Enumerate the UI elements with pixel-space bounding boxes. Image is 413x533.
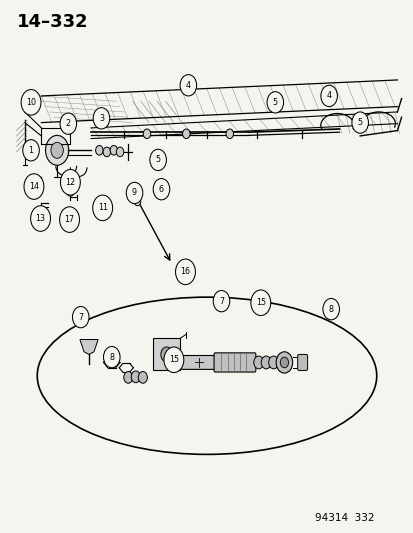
Circle shape [60,169,80,195]
Circle shape [320,85,337,107]
Circle shape [261,356,271,369]
Circle shape [104,200,109,207]
Text: 14: 14 [29,182,39,191]
Circle shape [322,298,339,320]
Text: 11: 11 [97,204,107,212]
Circle shape [160,347,172,362]
Circle shape [31,206,50,231]
FancyBboxPatch shape [153,338,180,370]
FancyBboxPatch shape [181,356,216,369]
Circle shape [143,129,150,139]
Circle shape [253,356,263,369]
Text: 7: 7 [218,297,223,305]
Circle shape [138,372,147,383]
Circle shape [103,147,110,157]
Circle shape [93,195,112,221]
Circle shape [23,140,39,161]
Text: 13: 13 [36,214,45,223]
Circle shape [175,259,195,285]
Ellipse shape [37,297,376,454]
Circle shape [24,174,44,199]
Circle shape [45,135,69,165]
Circle shape [268,356,278,369]
Polygon shape [80,340,98,354]
Text: 9: 9 [132,189,137,197]
Text: 1: 1 [28,146,33,155]
Text: 5: 5 [357,118,362,127]
Circle shape [21,90,41,115]
Text: 5: 5 [272,98,277,107]
Circle shape [126,182,142,204]
Text: 3: 3 [99,114,104,123]
Circle shape [66,185,74,196]
Circle shape [280,357,288,368]
Circle shape [103,346,120,368]
Text: 17: 17 [64,215,74,224]
Text: 15: 15 [169,356,178,364]
FancyBboxPatch shape [297,354,307,370]
Circle shape [150,149,166,171]
Text: 7: 7 [78,313,83,321]
Text: 2: 2 [66,119,71,128]
Circle shape [225,129,233,139]
Text: 5: 5 [155,156,160,164]
Circle shape [131,371,140,383]
Circle shape [107,357,116,368]
Text: 6: 6 [159,185,164,193]
FancyBboxPatch shape [214,353,255,372]
Circle shape [59,207,79,232]
Circle shape [93,108,109,129]
Circle shape [60,113,76,134]
Circle shape [351,112,368,133]
Text: 94314  332: 94314 332 [314,513,373,523]
Circle shape [110,146,117,155]
Circle shape [116,147,123,157]
Circle shape [123,372,133,383]
Text: 10: 10 [26,98,36,107]
Circle shape [134,197,140,206]
Text: 16: 16 [180,268,190,276]
Circle shape [72,306,89,328]
Text: 15: 15 [255,298,265,307]
Text: 8: 8 [109,353,114,361]
Text: 8: 8 [328,305,333,313]
Circle shape [164,347,183,373]
Circle shape [153,179,169,200]
Circle shape [182,129,190,139]
Text: 14–332: 14–332 [17,13,88,31]
Text: 4: 4 [326,92,331,100]
Text: 4: 4 [185,81,190,90]
Text: 12: 12 [65,178,75,187]
Circle shape [275,352,292,373]
Circle shape [266,92,283,113]
Circle shape [180,75,196,96]
Circle shape [250,290,270,316]
Circle shape [95,146,103,155]
Circle shape [51,142,63,158]
Circle shape [213,290,229,312]
